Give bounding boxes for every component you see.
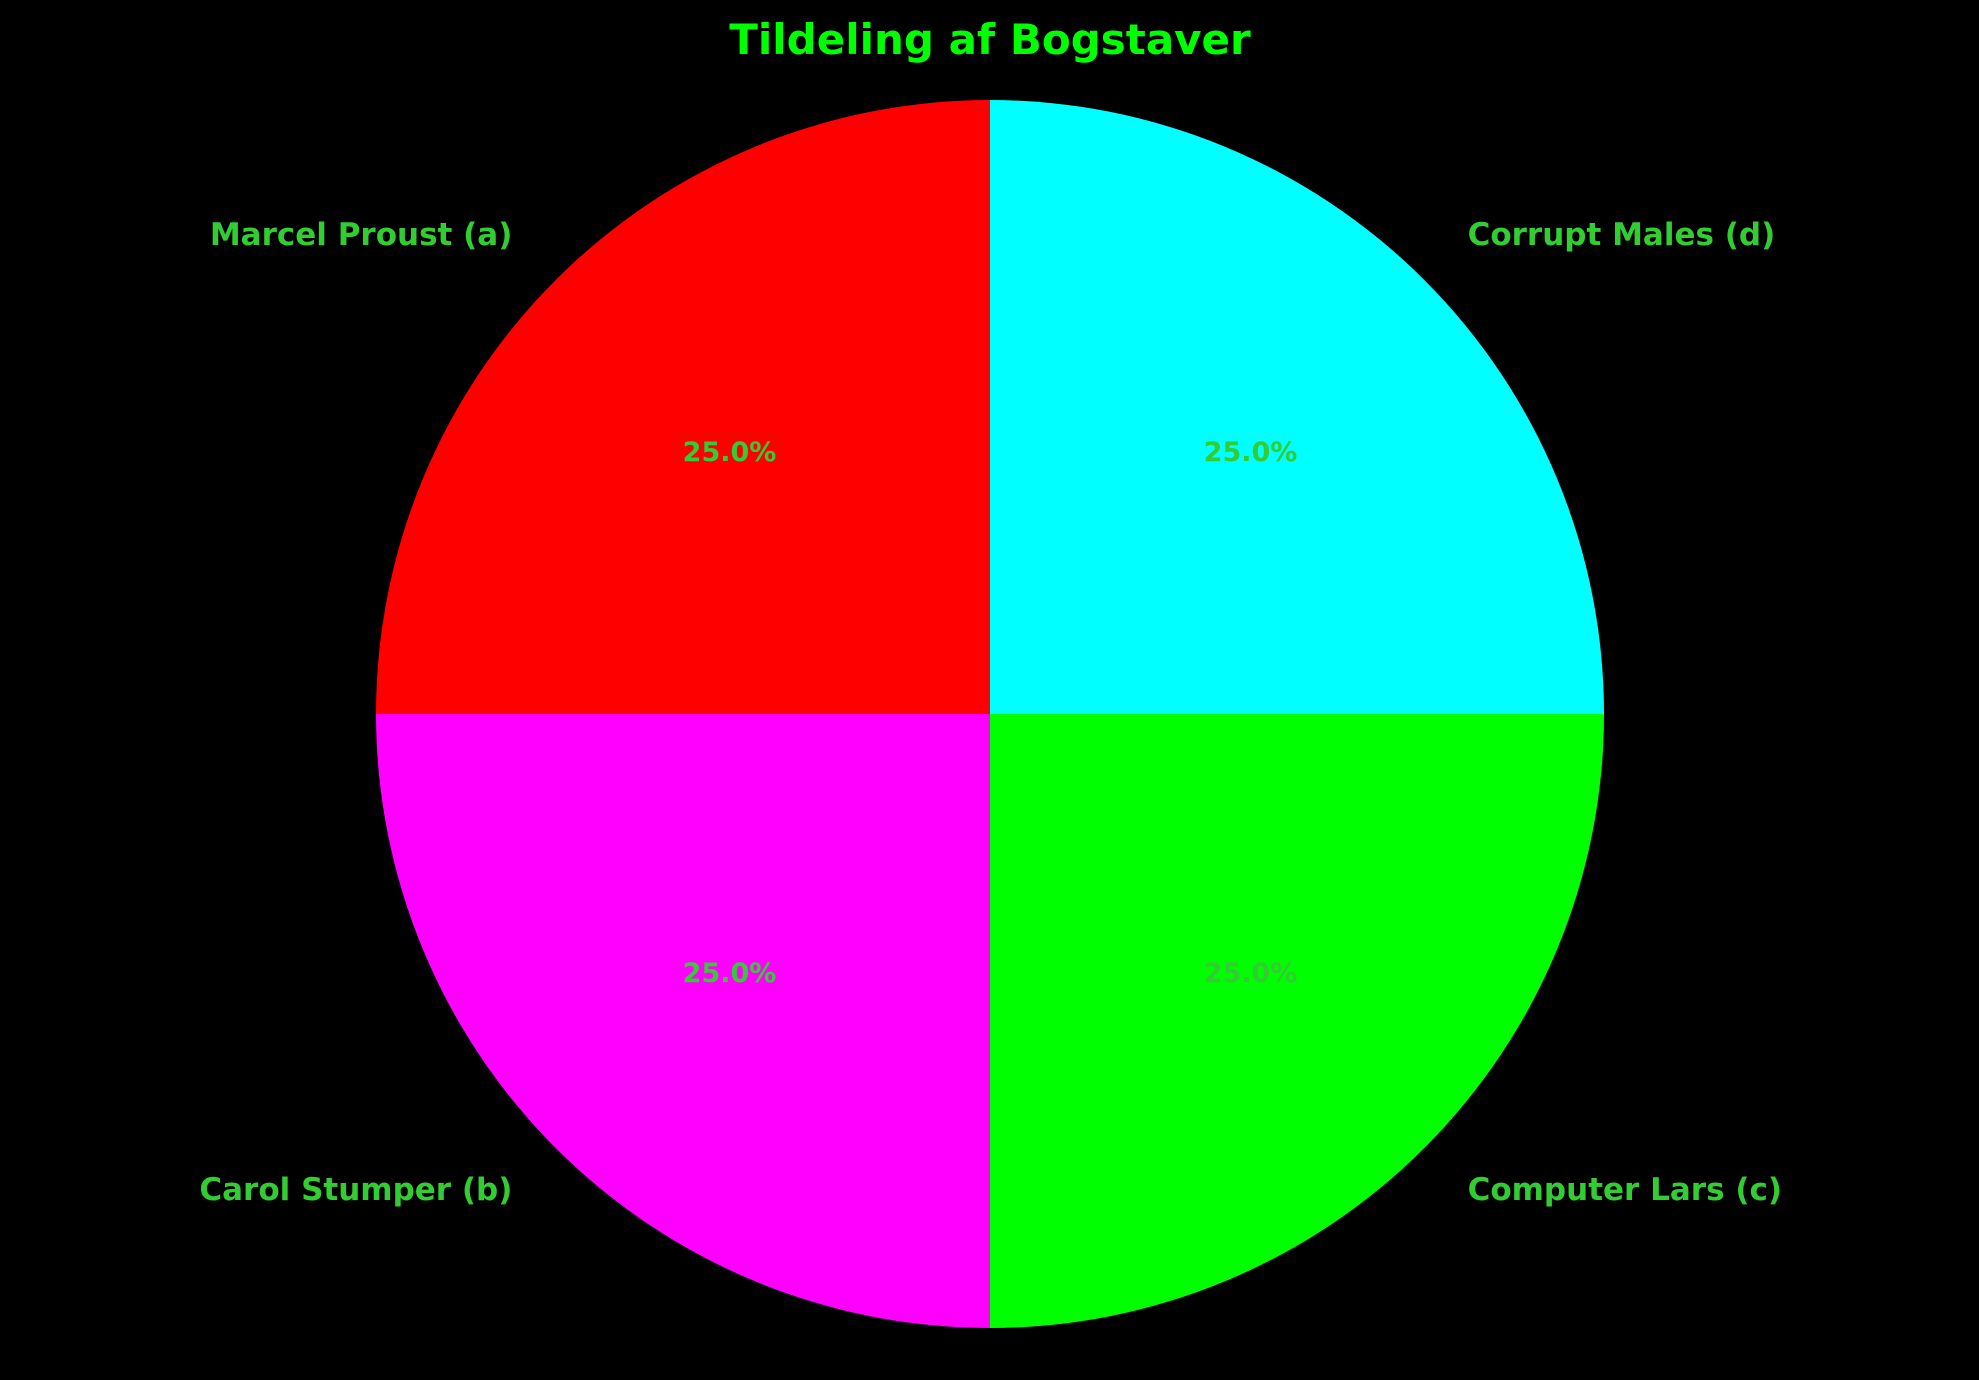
slice-percent-label: 25.0% — [683, 958, 777, 989]
slice-label: Computer Lars (c) — [1468, 1172, 1782, 1208]
pie-slice-corrupt-males-d — [990, 100, 1604, 714]
slice-label: Carol Stumper (b) — [199, 1172, 512, 1208]
slice-label: Marcel Proust (a) — [210, 217, 513, 253]
pie-slices — [376, 100, 1604, 1328]
slice-percent-label: 25.0% — [1204, 958, 1298, 989]
pie-slice-computer-lars-c — [990, 714, 1604, 1328]
chart-title: Tildeling af Bogstaver — [729, 15, 1251, 64]
pie-slice-carol-stumper-b — [376, 714, 990, 1328]
slice-percent-label: 25.0% — [1204, 437, 1298, 468]
slice-label: Corrupt Males (d) — [1468, 217, 1776, 253]
pie-slice-marcel-proust-a — [376, 100, 990, 714]
slice-percent-label: 25.0% — [683, 437, 777, 468]
